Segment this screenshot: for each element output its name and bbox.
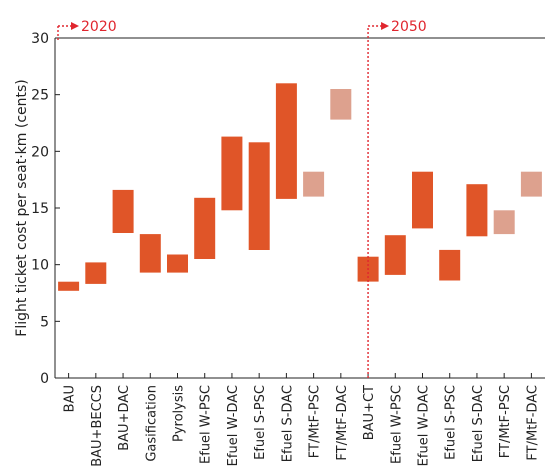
y-tick-label: 5	[40, 314, 49, 330]
x-tick-label: Efuel S-DAC	[471, 385, 486, 462]
x-tick-label: Efuel W-DAC	[226, 385, 241, 466]
x-tick-label: BAU+CT	[362, 385, 377, 440]
range-bar	[194, 197, 216, 259]
range-bar	[139, 234, 161, 273]
x-tick-label: FT/MtF-DAC	[335, 385, 350, 461]
x-tick-label: Efuel S-PSC	[444, 385, 459, 460]
y-tick-label: 20	[31, 144, 49, 160]
x-tick-label: Gasification	[144, 385, 159, 462]
y-tick-label: 0	[40, 371, 49, 387]
range-bar	[58, 281, 80, 291]
range-bar	[85, 262, 107, 284]
x-tick-label: BAU+DAC	[117, 385, 132, 451]
range-bars	[58, 83, 542, 291]
range-bar	[466, 184, 488, 237]
arrow-head-icon	[381, 22, 390, 30]
y-tick-label: 15	[31, 201, 49, 217]
x-tick-label: Pyrolysis	[172, 385, 187, 442]
range-bar	[275, 83, 297, 199]
y-axis-label: Flight ticket cost per seat·km (cents)	[14, 79, 30, 336]
x-tick-label: Efuel S-DAC	[280, 385, 295, 462]
axes: 0 5 10 15 20 25 30 BAU BAU+BECCS BAU+DAC Gasificat…	[31, 31, 545, 467]
y-tick-label: 10	[31, 258, 49, 274]
range-bar	[330, 89, 352, 120]
range-bar	[384, 235, 406, 275]
range-bar	[167, 254, 188, 273]
x-tick-label: BAU+BECCS	[90, 385, 105, 467]
x-tick-label: FT/MtF-PSC	[498, 385, 513, 458]
period-label: 2020	[81, 19, 117, 35]
x-tick-label: BAU	[63, 385, 78, 412]
period-label: 2050	[391, 19, 427, 35]
range-bar	[520, 171, 542, 197]
range-bar	[303, 171, 325, 197]
range-bar	[493, 210, 515, 235]
range-bar	[248, 142, 270, 250]
y-tick-label: 25	[31, 88, 49, 104]
range-bar	[221, 136, 243, 211]
x-tick-label: FT/MtF-DAC	[525, 385, 540, 461]
x-tick-label: Efuel W-PSC	[199, 385, 214, 464]
x-tick-label: Efuel S-PSC	[253, 385, 268, 460]
period-annotations: 2020 2050	[57, 19, 427, 378]
range-bar	[412, 171, 433, 229]
range-bar	[439, 249, 461, 281]
x-tick-label: Efuel W-PSC	[389, 385, 404, 464]
y-tick-label: 30	[31, 31, 49, 47]
arrow-head-icon	[71, 22, 79, 30]
x-tick-label: Efuel W-DAC	[417, 385, 432, 466]
range-bar	[112, 189, 134, 233]
x-tick-label: FT/MtF-PSC	[308, 385, 323, 458]
